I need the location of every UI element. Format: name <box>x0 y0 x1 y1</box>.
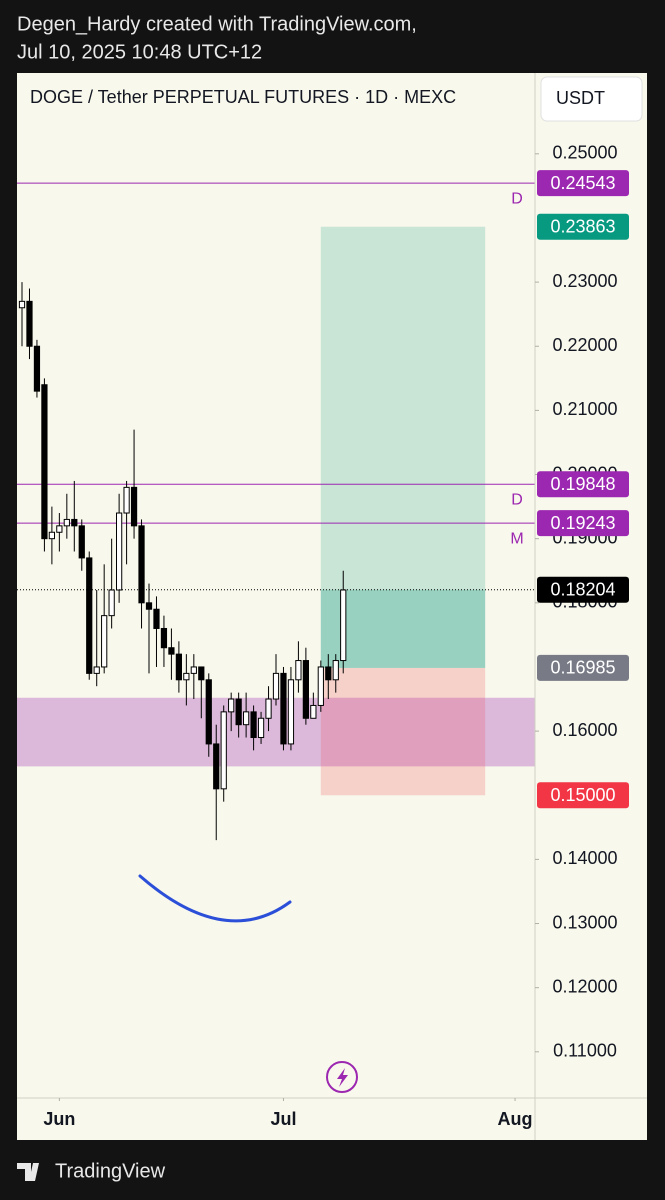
candle-body <box>123 486 130 514</box>
price-badge-label: 0.15000 <box>550 785 615 805</box>
candle-body <box>26 300 33 347</box>
candle-body <box>310 704 317 719</box>
y-tick-label: 0.13000 <box>552 912 617 932</box>
candle-body <box>287 679 295 745</box>
candle-body <box>175 653 182 681</box>
price-badge-label: 0.16985 <box>550 658 615 678</box>
candle-body <box>168 647 175 655</box>
target-area <box>320 226 486 668</box>
candle-body <box>235 698 242 726</box>
currency-button[interactable] <box>540 76 643 122</box>
y-tick-label: 0.14000 <box>552 848 617 868</box>
candle-body <box>325 666 332 681</box>
open-pnl-area <box>320 589 486 668</box>
candle-body <box>48 531 56 540</box>
x-tick-label: Jul <box>270 1109 296 1129</box>
price-badge-label: 0.24543 <box>550 173 615 193</box>
candle-body <box>108 589 115 617</box>
x-tick-label: Aug <box>498 1109 533 1129</box>
stop-area <box>320 667 486 796</box>
level-tag: M <box>510 530 523 547</box>
candle-body <box>101 615 108 668</box>
drawing <box>138 874 292 923</box>
price-badge <box>537 213 629 240</box>
candle-body <box>205 679 212 745</box>
chart-title: DOGE / Tether PERPETUAL FUTURES · 1D · M… <box>30 87 456 107</box>
candle-body <box>93 666 100 674</box>
candle-body <box>340 589 347 662</box>
level-tag: D <box>511 492 523 509</box>
candle-body <box>116 512 123 591</box>
candle-body <box>272 672 280 700</box>
candle-body <box>250 711 257 739</box>
price-badge-label: 0.23863 <box>550 217 615 237</box>
candle-body <box>317 666 324 706</box>
plot: D D M <box>17 182 535 841</box>
price-badge <box>537 654 629 681</box>
candle-body <box>198 666 205 681</box>
candle-body <box>243 711 250 726</box>
candle-body <box>265 698 272 719</box>
candle-body <box>86 557 93 674</box>
y-tick-label: 0.11000 <box>553 1041 617 1061</box>
candle-body <box>302 660 309 719</box>
candle-body <box>332 660 339 681</box>
candle-body <box>56 525 63 533</box>
candle-body <box>145 602 153 610</box>
candle-body <box>78 525 85 559</box>
y-tick-label: 0.12000 <box>552 976 617 996</box>
candle-body <box>183 672 190 681</box>
header-line: Degen_Hardy created with TradingView.com… <box>17 13 417 35</box>
price-badge <box>537 510 629 537</box>
candle-body <box>160 627 168 649</box>
demand-zone <box>17 697 535 767</box>
y-tick-label: 0.21000 <box>552 399 617 419</box>
price-badge-label: 0.19848 <box>550 474 615 494</box>
candle-body <box>190 666 197 674</box>
candle-body <box>295 660 302 681</box>
logo <box>17 1163 39 1181</box>
candle-body <box>257 717 265 739</box>
price-badge-label: 0.19243 <box>550 513 615 533</box>
price-badge-label: 0.18204 <box>550 579 615 599</box>
candle-body <box>33 345 41 392</box>
level-tag: D <box>511 190 523 207</box>
candle-body <box>280 672 287 745</box>
header-line: Jul 10, 2025 10:48 UTC+12 <box>17 41 262 63</box>
y-tick-label: 0.16000 <box>552 720 617 740</box>
y-tick-label: 0.25000 <box>552 143 617 163</box>
price-badge <box>537 576 629 603</box>
currency[interactable]: USDT <box>556 88 605 108</box>
brand: TradingView <box>55 1160 166 1182</box>
candle-body <box>41 384 48 540</box>
candle-body <box>71 518 78 527</box>
candle-body <box>228 698 235 713</box>
lightning-glyph <box>337 1068 348 1087</box>
y-tick-label: 0.23000 <box>552 271 617 291</box>
candle-body <box>138 525 145 604</box>
x-tick-label: Jun <box>43 1109 75 1129</box>
candle-body <box>213 743 220 790</box>
candle-body <box>153 608 160 629</box>
candle-body <box>130 486 138 527</box>
candle-body <box>220 711 227 790</box>
price-badge <box>537 170 629 197</box>
price-axis <box>535 73 647 1140</box>
price-badge <box>537 471 629 498</box>
lightning-icon[interactable] <box>326 1061 358 1093</box>
candle-body <box>63 518 70 527</box>
y-tick-label: 0.22000 <box>552 335 617 355</box>
candle-body <box>18 300 26 309</box>
price-badge <box>537 782 629 809</box>
